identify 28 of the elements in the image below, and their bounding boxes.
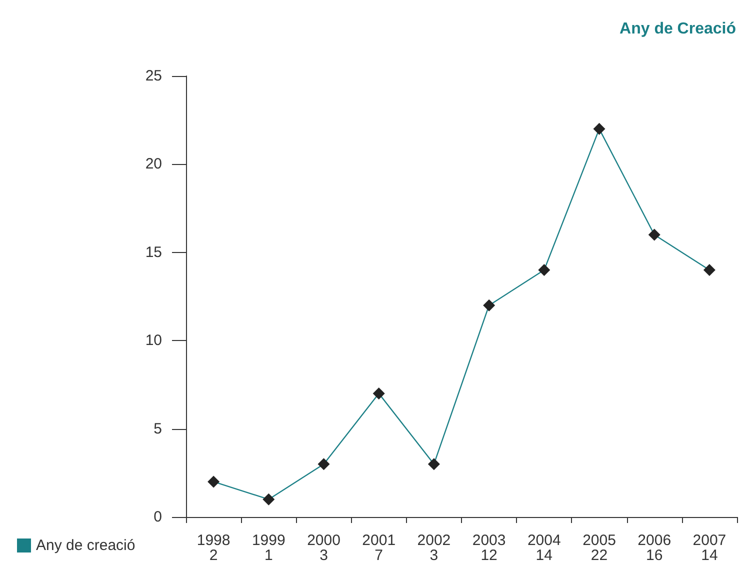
- y-tick-label: 25: [145, 68, 162, 84]
- y-tick-label: 15: [145, 244, 162, 261]
- x-tick-label: 2004: [527, 532, 561, 549]
- data-label: 1: [264, 547, 273, 564]
- x-tick-label: 2005: [582, 532, 616, 549]
- data-label: 14: [536, 547, 552, 564]
- legend-label: Any de creació: [36, 537, 136, 554]
- y-tick-label: 5: [154, 420, 162, 438]
- x-tick-label: 1998: [196, 532, 230, 549]
- data-label: 2: [209, 547, 218, 564]
- x-tick-label: 2003: [472, 532, 506, 549]
- x-tick-label: 2002: [417, 532, 451, 549]
- x-tick-label: 2006: [638, 532, 672, 549]
- x-tick-label: 2001: [362, 532, 396, 549]
- x-tick-label: 1999: [252, 532, 286, 549]
- x-tick-label: 2000: [307, 532, 340, 549]
- data-label: 14: [701, 547, 718, 564]
- data-label: 3: [430, 547, 438, 564]
- data-label: 12: [480, 547, 498, 564]
- chart-title: Any de Creació: [620, 20, 736, 38]
- data-label: 16: [646, 547, 663, 564]
- y-tick-label: 0: [154, 508, 162, 526]
- data-label: 22: [590, 547, 608, 564]
- data-label: 3: [320, 547, 328, 564]
- data-label: 7: [374, 547, 384, 564]
- x-tick-label: 2007: [692, 532, 726, 549]
- y-tick-label: 10: [145, 332, 162, 350]
- y-tick-label: 20: [145, 156, 162, 173]
